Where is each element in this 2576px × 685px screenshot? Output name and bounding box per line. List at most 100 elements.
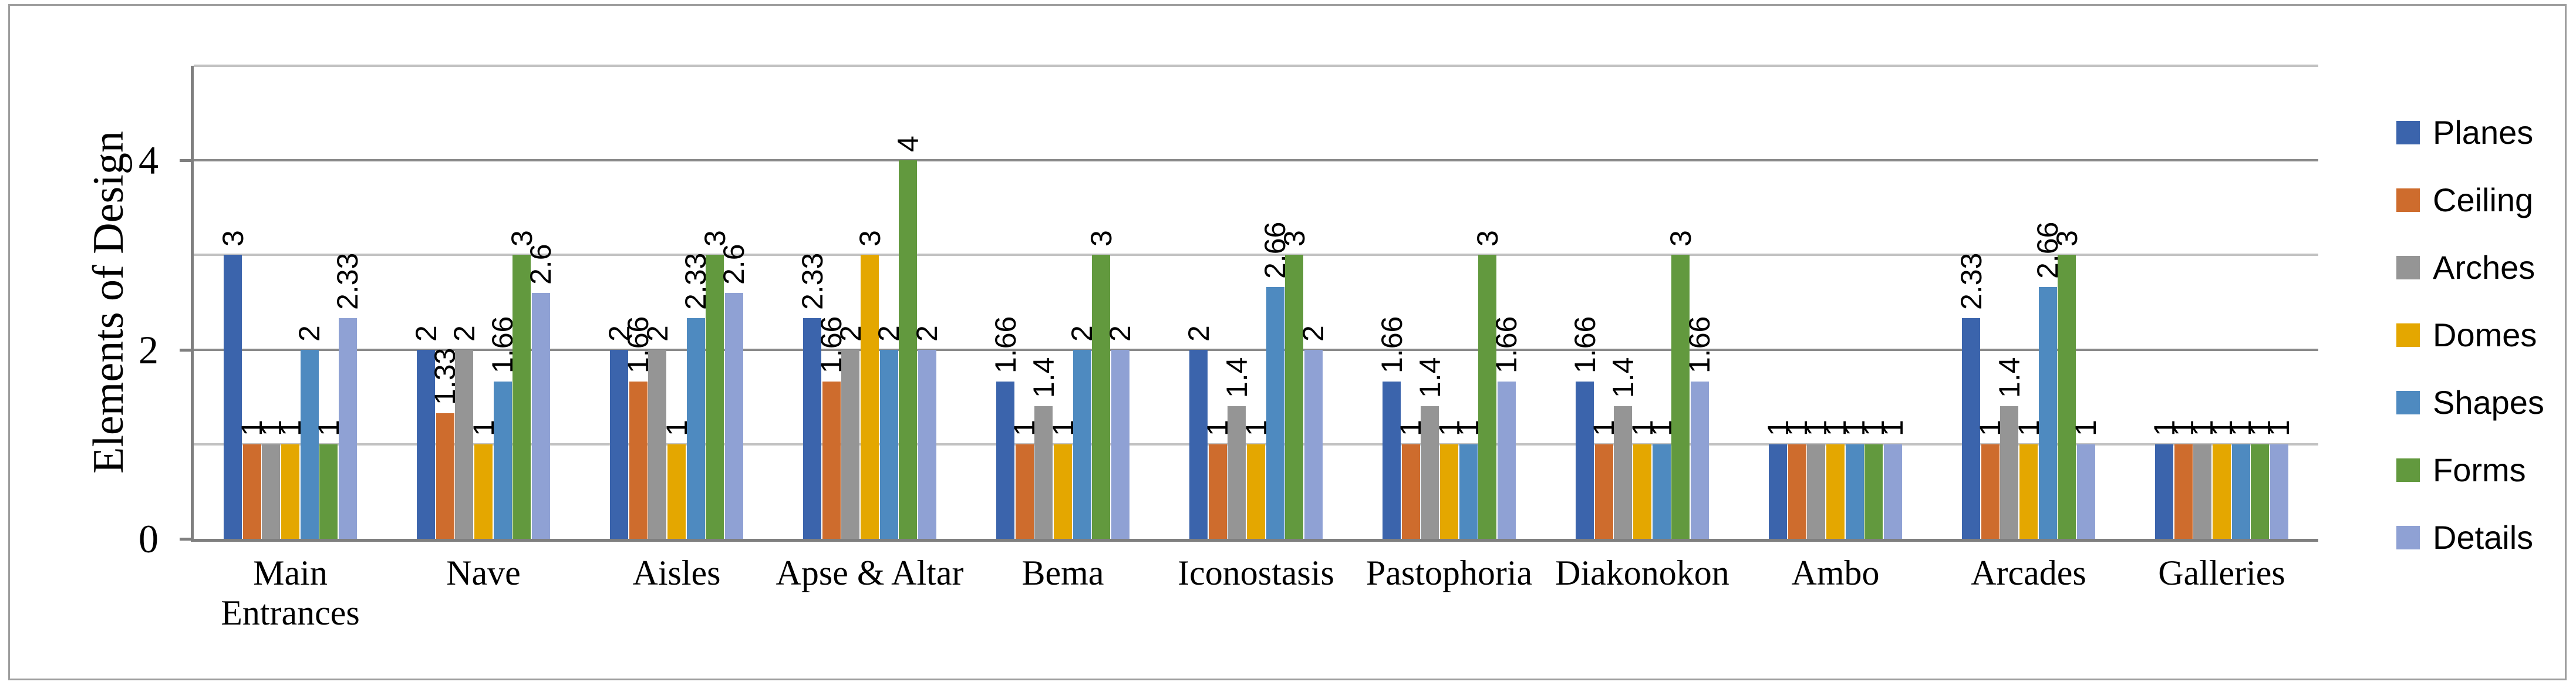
- bar-domes-nave: [474, 444, 493, 539]
- bar-shapes-bema: [1073, 349, 1091, 539]
- bar-forms-iconostasis: [1285, 255, 1304, 539]
- bar-planes-apse-altar: [803, 318, 822, 539]
- bar-details-apse-altar: [918, 349, 936, 539]
- category-label-diakonokon: Diakonokon: [1555, 554, 1729, 592]
- bar-ceiling-diakonokon: [1594, 444, 1613, 539]
- bar-details-nave: [531, 292, 550, 539]
- bar-forms-apse-altar: [899, 160, 918, 539]
- bar-planes-pastophoria: [1383, 382, 1401, 539]
- gridline-major-4: [194, 159, 2318, 162]
- bar-details-galleries: [2270, 444, 2288, 539]
- bar-arches-arcades: [2000, 406, 2019, 539]
- gridline-major-2: [194, 348, 2318, 351]
- bar-arches-ambo: [1807, 444, 1826, 539]
- bar-arches-pastophoria: [1421, 406, 1439, 539]
- bar-planes-aisles: [610, 349, 629, 539]
- bar-planes-galleries: [2155, 444, 2174, 539]
- bar-forms-galleries: [2251, 444, 2270, 539]
- bar-forms-pastophoria: [1478, 255, 1497, 539]
- y-axis-tick-2: [180, 348, 191, 352]
- y-tick-label-2: 2: [139, 327, 159, 372]
- category-label-ambo: Ambo: [1791, 554, 1880, 592]
- legend-item-arches: Arches: [2396, 251, 2535, 284]
- category-label-apse-altar: Apse & Altar: [776, 554, 964, 592]
- category-label-pastophoria: Pastophoria: [1365, 554, 1533, 592]
- bar-planes-diakonokon: [1576, 382, 1594, 539]
- category-label-arcades: Arcades: [1971, 554, 2086, 592]
- y-axis-line: [191, 66, 194, 542]
- bar-arches-apse-altar: [841, 349, 860, 539]
- legend-swatch-details: [2396, 526, 2420, 549]
- y-axis-tick-4: [180, 159, 191, 163]
- bar-shapes-nave: [493, 382, 512, 539]
- bar-ceiling-bema: [1015, 444, 1034, 539]
- bar-details-bema: [1111, 349, 1129, 539]
- bar-forms-nave: [512, 255, 531, 539]
- category-label-iconostasis: Iconostasis: [1178, 554, 1334, 592]
- bar-details-diakonokon: [1690, 382, 1709, 539]
- bar-arches-bema: [1034, 406, 1053, 539]
- bar-domes-bema: [1054, 444, 1072, 539]
- bar-planes-nave: [417, 349, 436, 539]
- legend-swatch-ceiling: [2396, 188, 2420, 212]
- bar-arches-nave: [455, 349, 474, 539]
- bar-shapes-apse-altar: [879, 349, 898, 539]
- bar-forms-ambo: [1864, 444, 1883, 539]
- bar-details-iconostasis: [1304, 349, 1323, 539]
- y-tick-label-4: 4: [139, 138, 159, 183]
- bar-ceiling-pastophoria: [1401, 444, 1420, 539]
- bar-arches-main-entrances: [262, 444, 281, 539]
- bar-forms-main-entrances: [319, 444, 338, 539]
- legend-item-domes: Domes: [2396, 319, 2537, 352]
- legend-label-shapes: Shapes: [2433, 384, 2544, 421]
- bar-details-main-entrances: [338, 318, 357, 539]
- legend-label-forms: Forms: [2433, 451, 2526, 488]
- legend-swatch-arches: [2396, 256, 2420, 279]
- legend-label-domes: Domes: [2433, 316, 2537, 353]
- bar-arches-iconostasis: [1228, 406, 1246, 539]
- legend-item-details: Details: [2396, 521, 2533, 554]
- bar-ceiling-aisles: [629, 382, 648, 539]
- bar-ceiling-main-entrances: [242, 444, 261, 539]
- bar-shapes-arcades: [2038, 287, 2057, 539]
- bar-details-arcades: [2076, 444, 2095, 539]
- bar-domes-ambo: [1826, 444, 1845, 539]
- legend-swatch-shapes: [2396, 391, 2420, 414]
- bar-planes-iconostasis: [1189, 349, 1208, 539]
- bar-domes-pastophoria: [1440, 444, 1458, 539]
- category-label-galleries: Galleries: [2158, 554, 2285, 592]
- legend-label-details: Details: [2433, 519, 2534, 556]
- gridline-minor-5: [194, 65, 2318, 67]
- bar-forms-arcades: [2058, 255, 2076, 539]
- bar-forms-aisles: [706, 255, 724, 539]
- bar-domes-diakonokon: [1633, 444, 1651, 539]
- legend-item-forms: Forms: [2396, 454, 2526, 487]
- legend-label-ceiling: Ceiling: [2433, 181, 2534, 218]
- legend-item-ceiling: Ceiling: [2396, 184, 2533, 217]
- bar-domes-aisles: [667, 444, 686, 539]
- bar-ceiling-apse-altar: [822, 382, 841, 539]
- bar-arches-galleries: [2193, 444, 2212, 539]
- bar-ceiling-galleries: [2174, 444, 2193, 539]
- bar-details-pastophoria: [1497, 382, 1516, 539]
- legend-swatch-planes: [2396, 121, 2420, 144]
- bar-shapes-iconostasis: [1266, 287, 1284, 539]
- bar-ceiling-arcades: [1981, 444, 2000, 539]
- x-axis-line: [191, 539, 2318, 542]
- category-label-aisles: Aisles: [632, 554, 721, 592]
- bar-domes-arcades: [2019, 444, 2038, 539]
- bar-details-ambo: [1883, 444, 1902, 539]
- bar-planes-bema: [996, 382, 1015, 539]
- bar-forms-diakonokon: [1671, 255, 1690, 539]
- bar-planes-main-entrances: [224, 255, 242, 539]
- bar-domes-main-entrances: [281, 444, 299, 539]
- legend-swatch-domes: [2396, 323, 2420, 347]
- bar-details-aisles: [724, 292, 743, 539]
- bar-shapes-ambo: [1845, 444, 1864, 539]
- bar-arches-aisles: [648, 349, 667, 539]
- bar-ceiling-nave: [436, 413, 454, 539]
- bar-shapes-main-entrances: [300, 349, 319, 539]
- legend-label-arches: Arches: [2433, 249, 2535, 286]
